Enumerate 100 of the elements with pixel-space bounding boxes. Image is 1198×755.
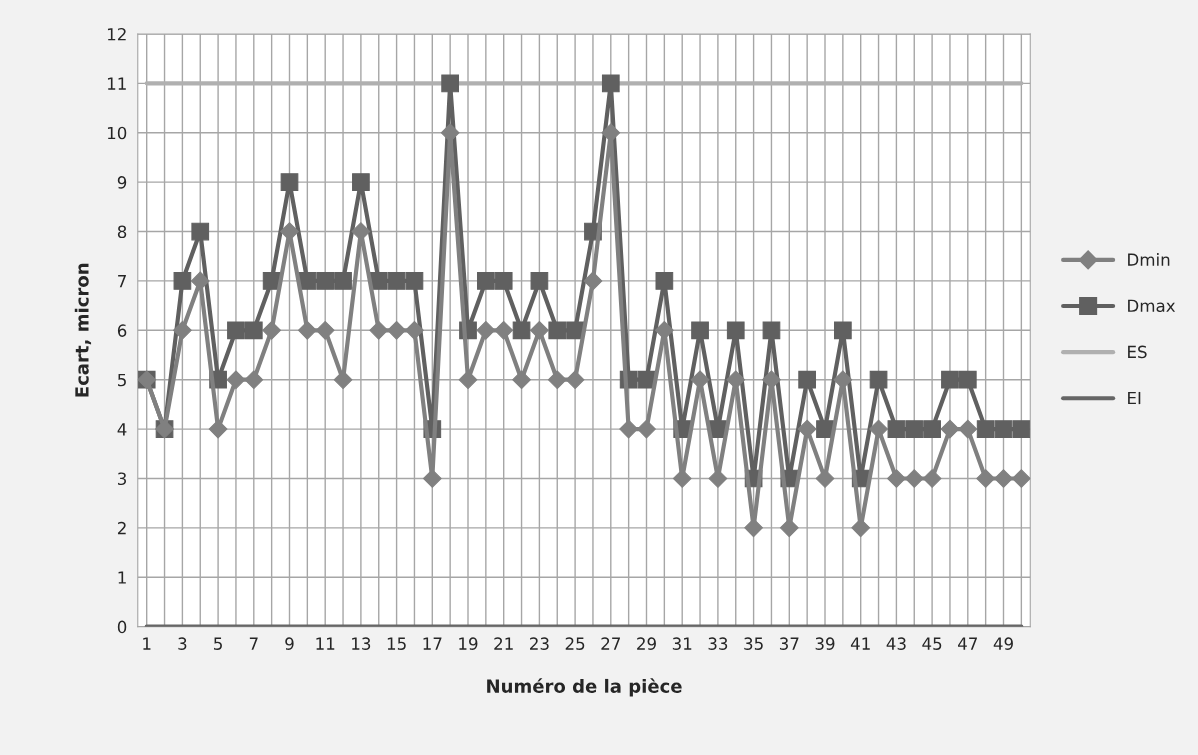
y-tick-label: 2 [117,521,126,535]
y-tick-label: 5 [118,373,126,387]
legend-label: EI [1128,391,1141,405]
point [744,518,763,538]
x-tick-label: 7 [249,637,258,650]
point [637,419,656,439]
y-tick-label: 9 [117,176,127,189]
point [405,272,424,290]
point [548,321,567,340]
point [512,321,531,340]
y-tick-label: 8 [117,225,127,239]
x-tick-label: 5 [214,637,222,650]
point [905,420,924,438]
point [923,420,941,438]
point [887,420,906,438]
y-tick-label: 4 [117,423,127,436]
point [815,469,835,488]
x-tick-label: 9 [285,637,294,650]
x-tick-label: 19 [459,637,478,650]
point [976,420,995,438]
x-tick-label: 15 [387,637,406,650]
point [369,320,389,340]
point [834,321,852,340]
y-tick-label: 11 [107,77,126,90]
point [477,272,495,290]
legend-label: ES [1128,345,1147,359]
point [387,320,406,340]
point [654,320,674,340]
point [851,518,871,538]
point [798,370,817,389]
point [565,370,585,390]
point [619,419,639,439]
point [405,320,424,340]
x-tick-label: 29 [637,637,656,650]
x-tick-label: 35 [744,637,763,650]
point [352,173,370,191]
legend-label: Dmax [1128,299,1176,313]
point [976,469,996,488]
point [922,469,942,488]
point [530,272,549,290]
x-tick-label: 47 [958,637,977,650]
y-axis-title: Ecart, micron [74,263,92,397]
x-tick-label: 27 [601,637,620,650]
point [297,320,317,340]
point [494,320,514,340]
x-axis-title: Numéro de la pièce [487,678,682,697]
x-tick-label: 1 [143,637,151,650]
point [726,321,745,340]
point [833,370,853,390]
point [244,321,263,340]
y-tick-label: 12 [107,27,126,41]
x-tick-label: 33 [708,637,728,650]
point [583,271,603,291]
point [441,74,459,93]
x-tick-label: 23 [530,637,549,650]
point [494,272,513,290]
point [941,370,959,389]
x-tick-label: 31 [672,637,692,650]
point [512,370,531,390]
point [655,272,674,290]
point [566,321,584,340]
x-tick-label: 39 [815,637,835,650]
point [691,321,709,340]
y-tick-label: 7 [118,275,126,288]
point [726,370,746,390]
point [994,469,1013,488]
point [387,272,406,290]
x-tick-label: 21 [494,637,513,650]
point [547,370,567,390]
point [690,370,710,390]
x-tick-label: 17 [423,637,442,650]
point [904,469,924,488]
x-tick-label: 37 [779,637,799,650]
x-tick-label: 25 [565,637,585,650]
point [530,320,549,340]
point [797,419,817,439]
y-tick-label: 10 [107,126,127,140]
point [994,420,1013,438]
legend-label: Dmin [1128,253,1170,266]
point [316,272,335,290]
point [226,370,246,390]
point [708,469,728,488]
point [458,370,478,390]
x-tick-label: 45 [922,637,942,650]
point [779,518,799,538]
point [601,74,620,93]
point [191,222,210,241]
point [334,272,352,290]
point [887,469,906,488]
point [1012,469,1031,488]
point [762,321,781,340]
point [1012,420,1031,438]
x-tick-label: 43 [886,637,906,650]
point [440,123,460,143]
point [244,370,264,390]
y-tick-label: 3 [118,472,127,486]
point [173,320,192,340]
point [958,419,978,439]
point [476,320,496,340]
point [315,320,335,340]
